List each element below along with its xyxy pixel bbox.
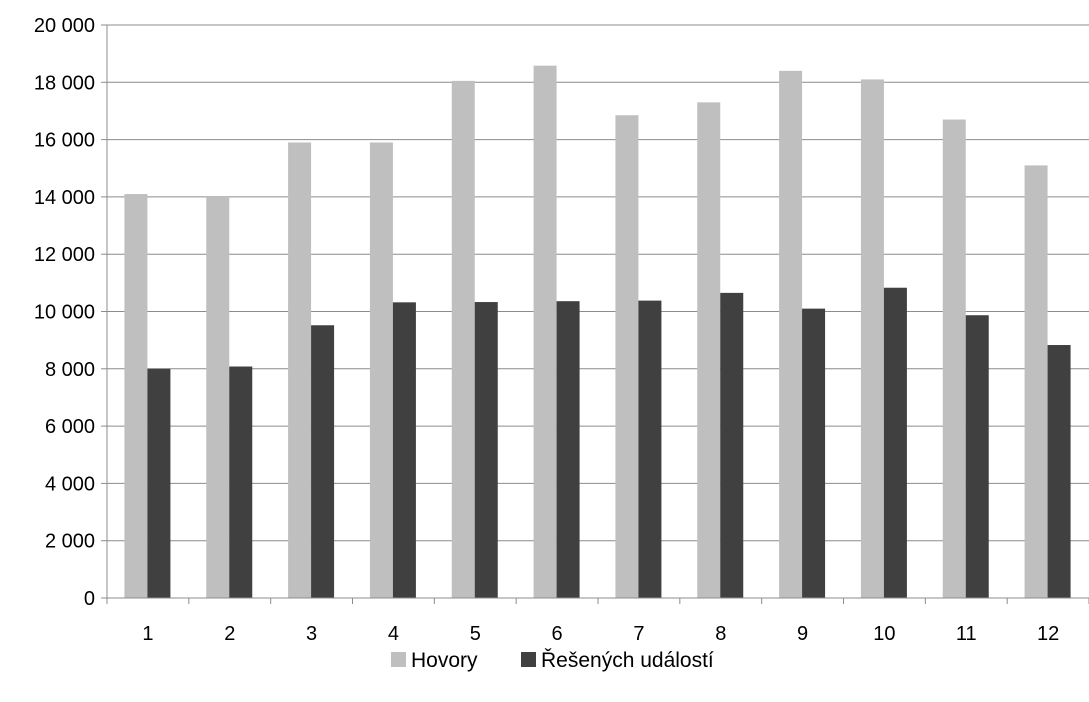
x-tick-label: 10	[873, 623, 895, 645]
y-tick-label: 2 000	[45, 531, 95, 553]
x-axis-tick-labels: 1 2 3 4 5 6 7 8 9 10 11 12	[142, 623, 1059, 645]
legend: Hovory Řešených událostí	[391, 649, 714, 672]
legend-swatch	[391, 652, 406, 667]
bar-resenych-udalosti	[720, 292, 744, 598]
bar-hovory	[697, 102, 721, 598]
bar-hovory	[942, 119, 966, 599]
bar-hovory	[615, 115, 639, 598]
legend-label: Řešených událostí	[541, 649, 714, 672]
bar-resenych-udalosti	[638, 300, 662, 598]
y-tick-label: 0	[84, 588, 95, 610]
y-tick-label: 12 000	[34, 244, 95, 266]
y-tick-label: 4 000	[45, 473, 95, 495]
bar-resenych-udalosti	[229, 366, 253, 598]
x-tick-label: 9	[797, 623, 808, 645]
bar-hovory	[533, 65, 557, 599]
y-tick-label: 8 000	[45, 359, 95, 381]
x-tick-label: 4	[388, 623, 399, 645]
x-tick-label: 2	[224, 623, 235, 645]
bar-resenych-udalosti	[1047, 345, 1071, 598]
bar-hovory	[451, 80, 475, 599]
x-tick-label: 1	[142, 623, 153, 645]
bar-hovory	[206, 196, 230, 598]
y-tick-label: 20 000	[34, 15, 95, 37]
bar-resenych-udalosti	[556, 301, 580, 598]
y-tick-label: 18 000	[34, 72, 95, 94]
bar-resenych-udalosti	[802, 308, 826, 598]
y-tick-label: 14 000	[34, 187, 95, 209]
x-tick-label: 11	[956, 623, 977, 645]
legend-swatch	[521, 652, 536, 667]
bars	[124, 65, 1071, 599]
bar-resenych-udalosti	[147, 368, 171, 598]
bar-hovory	[124, 194, 148, 598]
bar-resenych-udalosti	[965, 315, 989, 598]
y-tick-label: 10 000	[34, 302, 95, 324]
x-tick-label: 8	[715, 623, 726, 645]
bar-hovory	[369, 142, 393, 598]
y-axis-tick-labels: 0 2 000 4 000 6 000 8 000 10 000 12 000 14 000 1…	[34, 15, 95, 610]
bar-resenych-udalosti	[392, 302, 416, 598]
axes	[101, 24, 1089, 604]
x-tick-label: 5	[470, 623, 481, 645]
y-tick-label: 16 000	[34, 130, 95, 152]
gridlines	[107, 24, 1089, 542]
x-tick-label: 6	[552, 623, 563, 645]
bar-resenych-udalosti	[474, 302, 498, 598]
bar-resenych-udalosti	[883, 287, 907, 598]
bar-hovory	[779, 70, 803, 599]
x-tick-label: 7	[633, 623, 644, 645]
bar-resenych-udalosti	[311, 325, 335, 598]
x-tick-label: 3	[306, 623, 317, 645]
x-tick-label: 12	[1037, 623, 1059, 645]
y-tick-label: 6 000	[45, 416, 95, 438]
legend-label: Hovory	[411, 649, 478, 672]
bar-hovory	[860, 79, 884, 598]
bar-hovory	[288, 142, 312, 598]
bar-hovory	[1024, 165, 1048, 598]
